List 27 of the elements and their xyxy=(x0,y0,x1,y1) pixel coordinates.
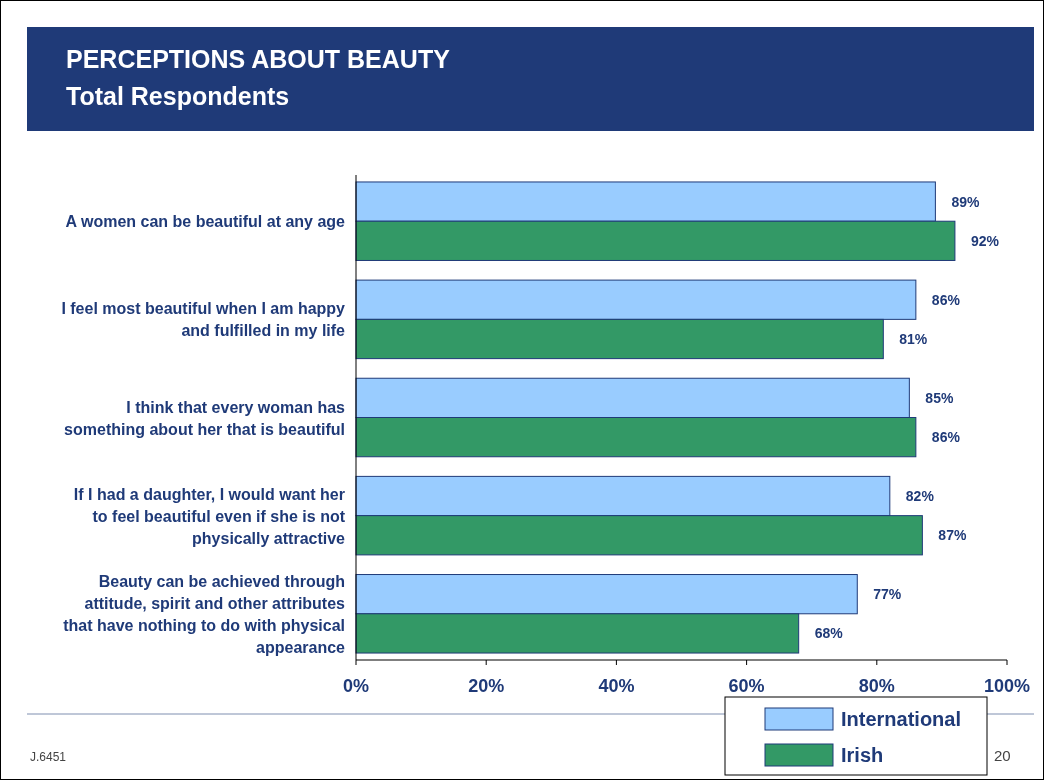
data-label: 86% xyxy=(931,429,961,446)
x-tick-label: 0% xyxy=(342,676,370,696)
data-label: 85% xyxy=(925,389,954,406)
chart-title: PERCEPTIONS ABOUT BEAUTY xyxy=(66,45,451,73)
data-label: 92% xyxy=(970,232,1000,249)
data-label: 87% xyxy=(938,527,967,544)
data-label: 81% xyxy=(899,330,928,347)
data-label: 86% xyxy=(931,291,961,308)
y-tick-label: If I had a daughter, I would want her to feel beautiful even if she is not physically attractive xyxy=(73,485,346,547)
y-tick-label: I think that every woman has something about her that is beautiful xyxy=(64,398,346,438)
data-label: 68% xyxy=(814,625,844,642)
x-tick-label: 20% xyxy=(468,676,505,696)
x-tick-label: 60% xyxy=(728,676,765,696)
chart-subtitle: Total Respondents xyxy=(66,82,290,110)
data-label: 82% xyxy=(905,488,935,505)
legend-label: Irish xyxy=(841,744,884,766)
legend-label: International xyxy=(841,708,962,730)
y-tick-label: A women can be beautiful at any age xyxy=(65,213,346,231)
x-tick-label: 40% xyxy=(598,676,635,696)
y-tick-label: I feel most beautiful when I am happy and fulfilled in my life xyxy=(61,300,346,340)
x-tick-label: 100% xyxy=(983,676,1031,696)
data-label: 77% xyxy=(873,586,902,603)
text: J.6451 xyxy=(30,750,67,764)
y-tick-label: Beauty can be achieved through attitude, spirit and other attributes that have nothing to do with physical appearance xyxy=(63,572,346,656)
x-tick-label: 80% xyxy=(858,676,895,696)
data-label: 89% xyxy=(951,193,980,210)
text: 20 xyxy=(994,747,1011,764)
